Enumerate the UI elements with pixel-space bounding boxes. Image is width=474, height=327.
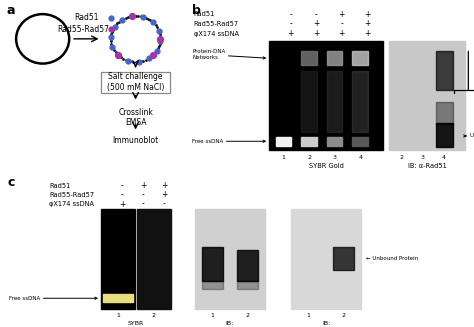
Text: 4: 4 — [358, 154, 362, 160]
Bar — [202, 281, 223, 289]
Bar — [436, 123, 453, 147]
Text: Free ssDNA: Free ssDNA — [9, 296, 97, 301]
Text: IB:
α-Rad55: IB: α-Rad55 — [313, 321, 339, 327]
Text: Rad55-Rad57: Rad55-Rad57 — [194, 21, 239, 27]
Text: 1: 1 — [282, 154, 285, 160]
Bar — [291, 209, 361, 309]
Bar — [352, 51, 368, 65]
Text: 2: 2 — [246, 313, 250, 318]
Text: Free ssDNA: Free ssDNA — [192, 139, 265, 144]
Text: c: c — [7, 176, 15, 189]
Text: -: - — [142, 199, 145, 209]
Bar — [389, 41, 465, 150]
Text: Unbound Rad51: Unbound Rad51 — [464, 133, 474, 138]
Text: IB: α-Rad51: IB: α-Rad51 — [408, 163, 447, 169]
Text: 1: 1 — [307, 313, 310, 318]
Text: -: - — [340, 19, 343, 28]
Bar — [436, 51, 453, 90]
Bar — [301, 51, 317, 65]
Text: Protein-DNA
Networks: Protein-DNA Networks — [192, 49, 265, 60]
Text: 3: 3 — [333, 154, 337, 160]
Bar — [237, 281, 258, 289]
Text: +: + — [364, 19, 371, 28]
Text: Rad51: Rad51 — [74, 13, 99, 22]
Text: 2: 2 — [400, 154, 403, 160]
Text: +: + — [338, 29, 345, 38]
Bar — [202, 247, 223, 281]
Text: 1: 1 — [116, 313, 120, 318]
Text: -: - — [315, 9, 318, 19]
Text: φX174 ssDNA: φX174 ssDNA — [49, 201, 94, 207]
Bar — [101, 209, 135, 309]
Text: ← Unbound Protein: ← Unbound Protein — [366, 256, 418, 261]
Text: SYBR
Gold: SYBR Gold — [128, 321, 144, 327]
Bar — [327, 71, 342, 132]
Text: +: + — [140, 181, 146, 190]
Bar — [327, 51, 342, 65]
Bar — [269, 41, 383, 150]
Text: +: + — [364, 29, 371, 38]
Text: a: a — [7, 4, 15, 17]
Bar — [352, 71, 368, 132]
Text: -: - — [289, 19, 292, 28]
Bar — [333, 247, 355, 270]
Text: -: - — [289, 9, 292, 19]
Bar — [352, 137, 368, 146]
Text: b: b — [192, 4, 201, 17]
Text: -: - — [121, 181, 123, 190]
Text: IB:
α-Rad51: IB: α-Rad51 — [217, 321, 243, 327]
Text: +: + — [338, 9, 345, 19]
Text: +: + — [313, 29, 319, 38]
Text: -: - — [163, 199, 166, 209]
Text: SYBR Gold: SYBR Gold — [309, 163, 344, 169]
Text: -: - — [142, 190, 145, 199]
Text: Rad51: Rad51 — [49, 182, 71, 189]
Bar — [301, 137, 317, 146]
Text: 2: 2 — [152, 313, 156, 318]
Text: +: + — [161, 181, 167, 190]
Text: 1: 1 — [210, 313, 214, 318]
FancyBboxPatch shape — [101, 72, 170, 93]
Bar — [237, 250, 258, 281]
Text: 2: 2 — [307, 154, 311, 160]
Text: Immunoblot: Immunoblot — [112, 136, 159, 145]
Text: 2: 2 — [342, 313, 346, 318]
Bar — [195, 209, 265, 309]
Text: +: + — [161, 190, 167, 199]
Text: Rad51: Rad51 — [194, 11, 215, 17]
Text: +: + — [119, 199, 125, 209]
Text: +: + — [364, 9, 371, 19]
Text: -: - — [121, 190, 123, 199]
Bar — [327, 137, 342, 146]
Text: Rad55-Rad57: Rad55-Rad57 — [57, 25, 109, 34]
Text: +: + — [313, 19, 319, 28]
Text: Salt challenge
(500 mM NaCl): Salt challenge (500 mM NaCl) — [107, 72, 164, 92]
Text: Rad55-Rad57: Rad55-Rad57 — [49, 192, 94, 198]
Bar — [276, 137, 291, 146]
Text: 3: 3 — [421, 154, 425, 160]
Text: +: + — [287, 29, 294, 38]
Bar — [103, 294, 133, 302]
Text: 4: 4 — [442, 154, 446, 160]
Text: φX174 ssDNA: φX174 ssDNA — [194, 30, 239, 37]
Text: Crosslink
EMSA: Crosslink EMSA — [118, 108, 153, 127]
Bar — [137, 209, 171, 309]
Bar — [436, 102, 453, 124]
Bar — [301, 71, 317, 132]
